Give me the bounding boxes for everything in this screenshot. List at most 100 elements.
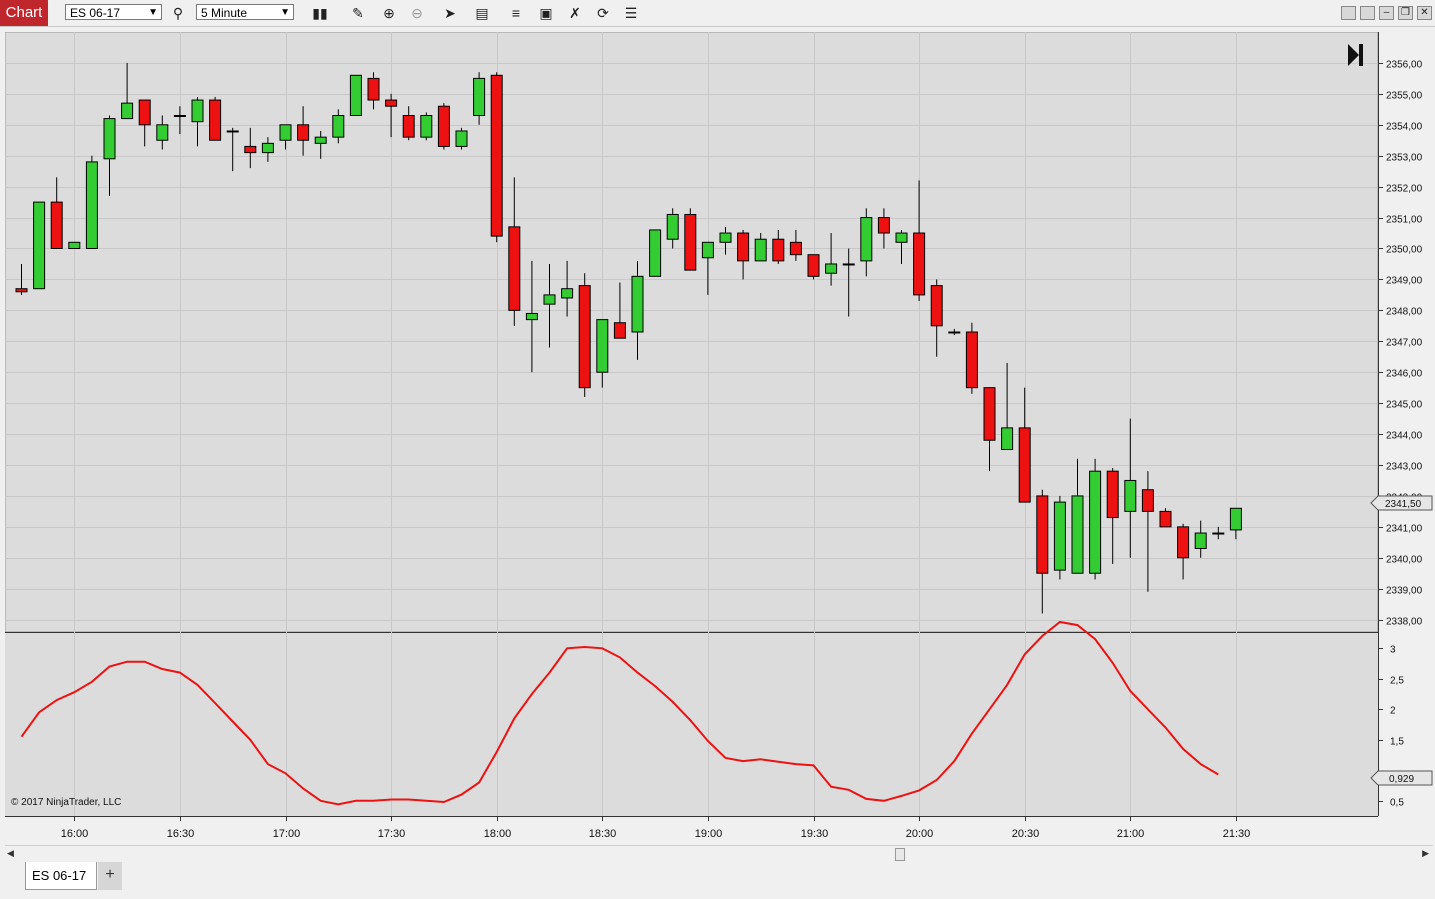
interval-selector[interactable]: 5 Minute ▼ (196, 4, 294, 20)
chart-canvas[interactable]: 2356,00 2355,00 2354,00 2353,00 2352,00 2351,… (4, 31, 1433, 845)
candle-body (1036, 495, 1049, 574)
candle-body (842, 263, 855, 266)
candle (279, 124, 292, 150)
candle (754, 233, 767, 262)
candle-body (631, 275, 644, 333)
candle-body (85, 161, 98, 249)
instrument-value: ES 06-17 (70, 6, 121, 20)
restore-icon[interactable]: ❐ (1398, 6, 1413, 20)
candle (1071, 458, 1084, 574)
scroll-right-icon[interactable]: ▶ (1422, 848, 1429, 858)
add-tab-button[interactable]: + (98, 862, 122, 890)
candle (1141, 471, 1154, 592)
interval-value: 5 Minute (201, 6, 248, 20)
instrument-selector[interactable]: ES 06-17 ▼ (65, 4, 162, 20)
candle-body (1229, 507, 1242, 531)
price-tick-label: 2340,00 (1386, 555, 1423, 566)
candle-body (244, 145, 257, 154)
indicator-tick-label: 0,5 (1390, 798, 1404, 809)
candle-body (1089, 470, 1102, 574)
time-tick-label: 16:00 (61, 828, 89, 840)
chart-menu-button[interactable]: Chart (0, 0, 48, 26)
price-tick-label: 2353,00 (1386, 153, 1423, 164)
candle (825, 233, 838, 286)
zoom-out-icon[interactable]: ⊖ (411, 5, 423, 21)
candle (156, 115, 169, 150)
chart-area[interactable]: 2356,00 2355,00 2354,00 2353,00 2352,00 2351,… (4, 31, 1433, 845)
candle-body (385, 99, 398, 107)
candle-body (561, 288, 574, 299)
scroll-thumb[interactable] (895, 848, 905, 861)
reload-icon[interactable]: ⟳ (597, 5, 609, 21)
candle (1018, 387, 1031, 503)
drawing-objects-icon[interactable]: ▣ (539, 5, 553, 21)
bars-type-icon[interactable]: ▮▮ (312, 5, 328, 21)
price-marker: 2341,50 (1370, 495, 1433, 511)
price-tick-label: 2351,00 (1386, 215, 1423, 226)
candle-body (261, 142, 274, 154)
price-tick-label: 2343,00 (1386, 462, 1423, 473)
candle (138, 99, 151, 147)
list-icon[interactable]: ☰ (624, 5, 638, 21)
candle-body (1159, 510, 1172, 528)
candle (490, 72, 503, 243)
tab-es-06-17[interactable]: ES 06-17 (25, 862, 97, 890)
candle (367, 72, 380, 110)
candle-body (860, 217, 873, 262)
price-tick-label: 2350,00 (1386, 245, 1423, 256)
candle-body (772, 238, 785, 262)
candle-body (596, 319, 609, 373)
candle-body (455, 130, 468, 147)
candle (860, 208, 873, 277)
indicator-marker-label: 0,929 (1389, 774, 1414, 785)
candle (508, 177, 521, 326)
horizontal-scrollbar[interactable]: ◀ ▶ (5, 845, 1433, 862)
candle (332, 109, 345, 144)
candle-body (209, 99, 222, 141)
close-icon[interactable]: ✕ (1417, 6, 1432, 20)
candle (1124, 418, 1137, 558)
candle (1177, 523, 1190, 580)
indicator-tick-label: 1,5 (1390, 737, 1404, 748)
group-icon[interactable] (1341, 6, 1356, 20)
candle (385, 93, 398, 138)
candle-body (525, 312, 538, 321)
group-icon[interactable] (1360, 6, 1375, 20)
properties-icon[interactable]: ▤ (475, 5, 489, 21)
candle-body (349, 74, 362, 117)
pointer-icon[interactable]: ➤ (444, 5, 456, 21)
candle-body (1177, 526, 1190, 559)
candle-body (789, 241, 802, 256)
candle-body (1124, 479, 1137, 512)
candle (1106, 468, 1119, 564)
candle-body (965, 331, 978, 389)
candle (895, 229, 908, 264)
price-axis: 2356,00 2355,00 2354,00 2353,00 2352,00 2351,… (1378, 60, 1423, 628)
scroll-to-end-icon[interactable] (1348, 44, 1363, 66)
minimize-icon[interactable]: – (1379, 6, 1394, 20)
strategies-icon[interactable]: ≡ (511, 5, 521, 21)
candle-body (490, 74, 503, 237)
candle (596, 319, 609, 388)
candle-body (279, 124, 292, 141)
templates-icon[interactable]: ✗ (569, 5, 581, 21)
copyright-label: © 2017 NinjaTrader, LLC (11, 797, 121, 808)
price-tick-label: 2349,00 (1386, 276, 1423, 287)
candle (930, 279, 943, 357)
candle (314, 130, 327, 159)
candle (789, 229, 802, 261)
candle-body (825, 263, 838, 274)
candlestick-series (15, 62, 1242, 614)
time-tick-label: 21:30 (1223, 828, 1251, 840)
time-tick-label: 18:00 (484, 828, 512, 840)
indicator-line (20, 620, 1219, 806)
candle-body (297, 124, 310, 141)
candle (402, 106, 415, 141)
candle (1194, 520, 1207, 558)
search-icon[interactable]: ⚲ (172, 5, 184, 21)
time-tick-label: 20:00 (906, 828, 934, 840)
candle-body (913, 232, 926, 296)
pencil-icon[interactable]: ✎ (352, 5, 364, 21)
zoom-in-icon[interactable]: ⊕ (383, 5, 395, 21)
scroll-left-icon[interactable]: ◀ (7, 848, 14, 858)
